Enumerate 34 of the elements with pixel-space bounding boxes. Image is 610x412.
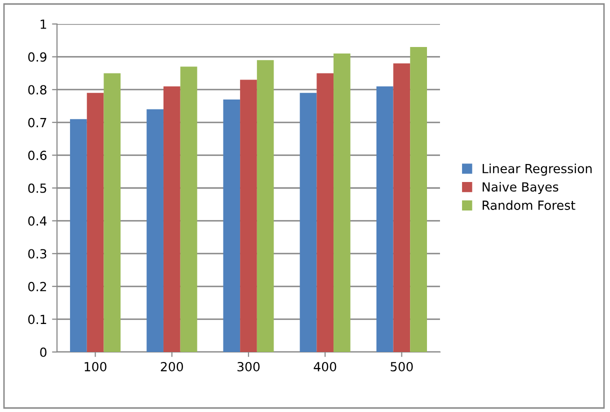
bar [163, 86, 180, 352]
x-tick-label: 200 [160, 362, 183, 372]
bar [86, 92, 104, 352]
bar [104, 73, 121, 352]
y-tick-label: 0.6 [28, 150, 46, 160]
bar [316, 73, 334, 352]
bar [240, 80, 257, 352]
y-tick-label: 1 [40, 20, 46, 29]
bar [146, 109, 164, 352]
y-tick-label: 0.9 [28, 52, 46, 62]
y-tick-label: 0.8 [28, 85, 46, 95]
x-tick-label: 300 [238, 362, 260, 372]
bar [300, 92, 317, 352]
y-tick-label: 0.5 [28, 183, 46, 193]
legend-label: Random Forest [482, 200, 576, 210]
y-tick-label: 0.3 [28, 249, 46, 259]
bar [256, 60, 274, 352]
bar [410, 46, 427, 352]
x-tick-label: 500 [390, 362, 413, 372]
bar [180, 66, 198, 352]
legend-label: Naive Bayes [482, 182, 558, 194]
bar [334, 54, 350, 352]
bar [376, 86, 394, 352]
y-tick-label: 0 [40, 347, 46, 357]
y-tick-label: 0.7 [28, 118, 46, 128]
x-tick-label: 400 [314, 362, 336, 372]
y-tick-label: 0.1 [28, 314, 46, 324]
x-tick-label: 100 [84, 362, 106, 372]
bar [70, 119, 87, 352]
y-tick-label: 0.2 [28, 282, 46, 292]
y-tick-label: 0.4 [28, 216, 47, 226]
bar [393, 63, 410, 352]
legend-label: Linear Regression [482, 164, 592, 176]
bar [223, 99, 240, 352]
